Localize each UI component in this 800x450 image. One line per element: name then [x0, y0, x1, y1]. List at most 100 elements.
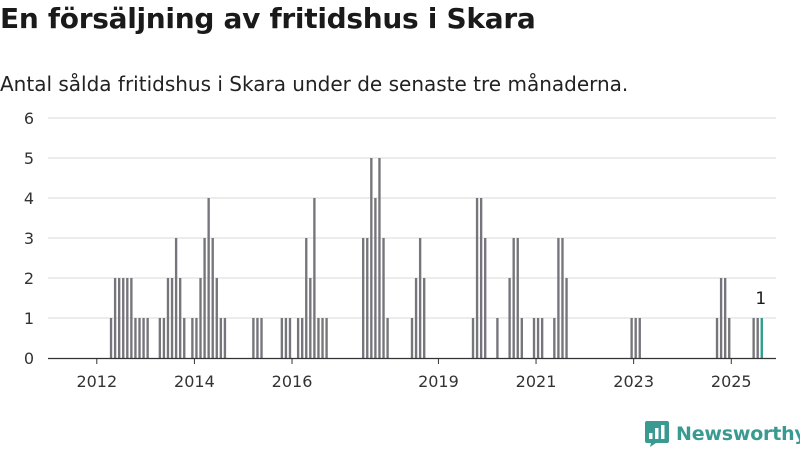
bar — [508, 278, 511, 358]
bar — [207, 198, 210, 358]
newsworthy-logo-text: Newsworthy — [676, 423, 800, 445]
bar — [134, 318, 137, 358]
bar — [638, 318, 641, 358]
bar — [423, 278, 426, 358]
x-tick-label: 2014 — [174, 372, 215, 391]
bar — [260, 318, 263, 358]
bar — [366, 238, 369, 358]
y-tick-label: 0 — [24, 349, 34, 368]
bar — [309, 278, 312, 358]
chart-title: En försäljning av fritidshus i Skara — [0, 2, 536, 35]
bar — [215, 278, 218, 358]
bar — [195, 318, 198, 358]
bar — [170, 278, 174, 358]
bar — [288, 318, 292, 358]
bar — [211, 238, 214, 358]
bar — [362, 238, 365, 358]
bar — [496, 318, 499, 358]
bar — [557, 238, 560, 358]
bar — [162, 318, 166, 358]
bar — [370, 158, 373, 358]
bar — [418, 238, 422, 358]
bar — [252, 318, 255, 358]
bar — [532, 318, 536, 358]
bar — [305, 238, 308, 358]
bar — [113, 278, 117, 358]
bar — [565, 278, 568, 358]
bar — [479, 198, 483, 358]
bar — [378, 158, 381, 358]
bar — [728, 318, 731, 358]
bar — [117, 278, 121, 358]
highlight-value-label: 1 — [755, 289, 766, 309]
bar-highlight — [760, 318, 763, 358]
x-tick-label: 2016 — [272, 372, 313, 391]
bar — [158, 318, 162, 358]
bar — [178, 278, 182, 358]
bar — [634, 318, 637, 358]
bar — [561, 238, 564, 358]
chart-subtitle: Antal sålda fritidshus i Skara under de … — [0, 72, 629, 96]
newsworthy-logo-icon — [645, 421, 669, 447]
bar — [484, 238, 487, 358]
bar — [203, 238, 206, 358]
y-tick-label: 5 — [24, 149, 34, 168]
bar — [142, 318, 145, 358]
bar — [719, 278, 723, 358]
bar — [536, 318, 540, 358]
y-tick-label: 1 — [24, 309, 34, 328]
bars — [109, 158, 763, 358]
bar — [183, 318, 186, 358]
annotations: 1 — [755, 289, 766, 309]
x-tick-label: 2023 — [613, 372, 654, 391]
newsworthy-logo: Newsworthy — [644, 420, 800, 448]
bar — [284, 318, 288, 358]
bar — [109, 318, 113, 358]
bar — [130, 278, 133, 358]
bar — [382, 238, 385, 358]
y-tick-label: 2 — [24, 269, 34, 288]
bar — [219, 318, 223, 358]
bar — [166, 278, 170, 358]
x-tick-label: 2019 — [418, 372, 459, 391]
bar — [321, 318, 324, 358]
bar — [630, 318, 633, 358]
bar — [471, 318, 475, 358]
bar — [414, 278, 418, 358]
bar — [301, 318, 304, 358]
bar — [520, 318, 523, 358]
bar — [723, 278, 727, 358]
bar — [475, 198, 479, 358]
bar — [317, 318, 320, 358]
bar — [715, 318, 719, 358]
bar — [191, 318, 194, 358]
bar — [553, 318, 556, 358]
x-tick-label: 2012 — [76, 372, 117, 391]
x-tick-label: 2021 — [516, 372, 557, 391]
bar — [174, 238, 178, 358]
bar — [756, 318, 759, 358]
bar — [296, 318, 300, 358]
y-axis: 0 1 2 3 4 5 6 — [24, 109, 34, 368]
bar — [138, 318, 141, 358]
bar — [512, 238, 515, 358]
bar — [199, 278, 202, 358]
bar — [126, 278, 129, 358]
bar — [223, 318, 227, 358]
y-tick-label: 4 — [24, 189, 34, 208]
bar — [752, 318, 755, 358]
x-axis: 2012 2014 2016 2019 2021 2023 2025 — [48, 357, 776, 391]
bar — [256, 318, 259, 358]
y-tick-label: 6 — [24, 109, 34, 128]
x-tick-label: 2025 — [711, 372, 752, 391]
bar — [540, 318, 544, 358]
bar — [410, 318, 414, 358]
bar — [122, 278, 125, 358]
bar — [516, 238, 519, 358]
bar — [280, 318, 284, 358]
y-tick-label: 3 — [24, 229, 34, 248]
bar — [374, 198, 377, 358]
bar — [313, 198, 316, 358]
bar — [386, 318, 389, 358]
